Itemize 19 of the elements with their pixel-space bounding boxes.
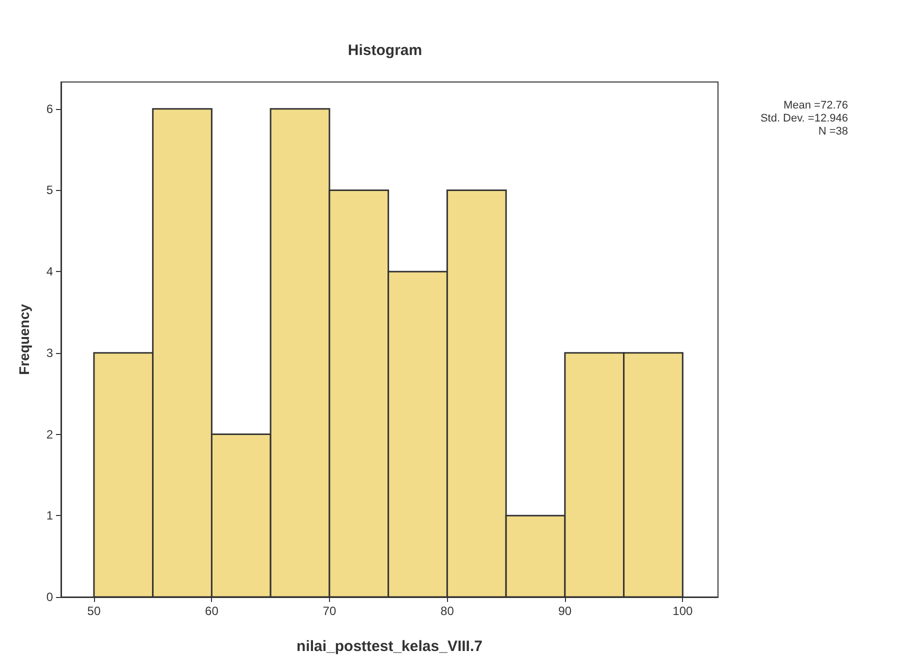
y-tick-label: 1: [46, 508, 54, 523]
text: N =38: [818, 126, 848, 138]
text: Std. Dev. =12.946: [760, 112, 848, 124]
y-tick-label: 4: [46, 264, 54, 279]
y-tick-label: 3: [46, 346, 54, 360]
y-tick-label: 2: [46, 427, 54, 442]
chart-title: Histogram: [348, 42, 422, 59]
y-tick-label: 5: [46, 183, 54, 198]
x-tick-label: 50: [87, 604, 101, 618]
y-tick-label: 6: [46, 102, 54, 116]
x-tick-label: 90: [558, 604, 572, 618]
x-tick-label: 60: [205, 604, 219, 618]
x-axis-title: nilai_posttest_kelas_VIII.7: [296, 638, 482, 655]
x-tick-label: 70: [322, 604, 336, 618]
x-tick-label: 80: [440, 604, 454, 618]
y-axis-title: Frequency: [16, 304, 32, 375]
x-tick-label: 100: [672, 604, 694, 618]
text: Mean =72.76: [783, 100, 848, 112]
y-tick-label: 0: [46, 590, 54, 604]
